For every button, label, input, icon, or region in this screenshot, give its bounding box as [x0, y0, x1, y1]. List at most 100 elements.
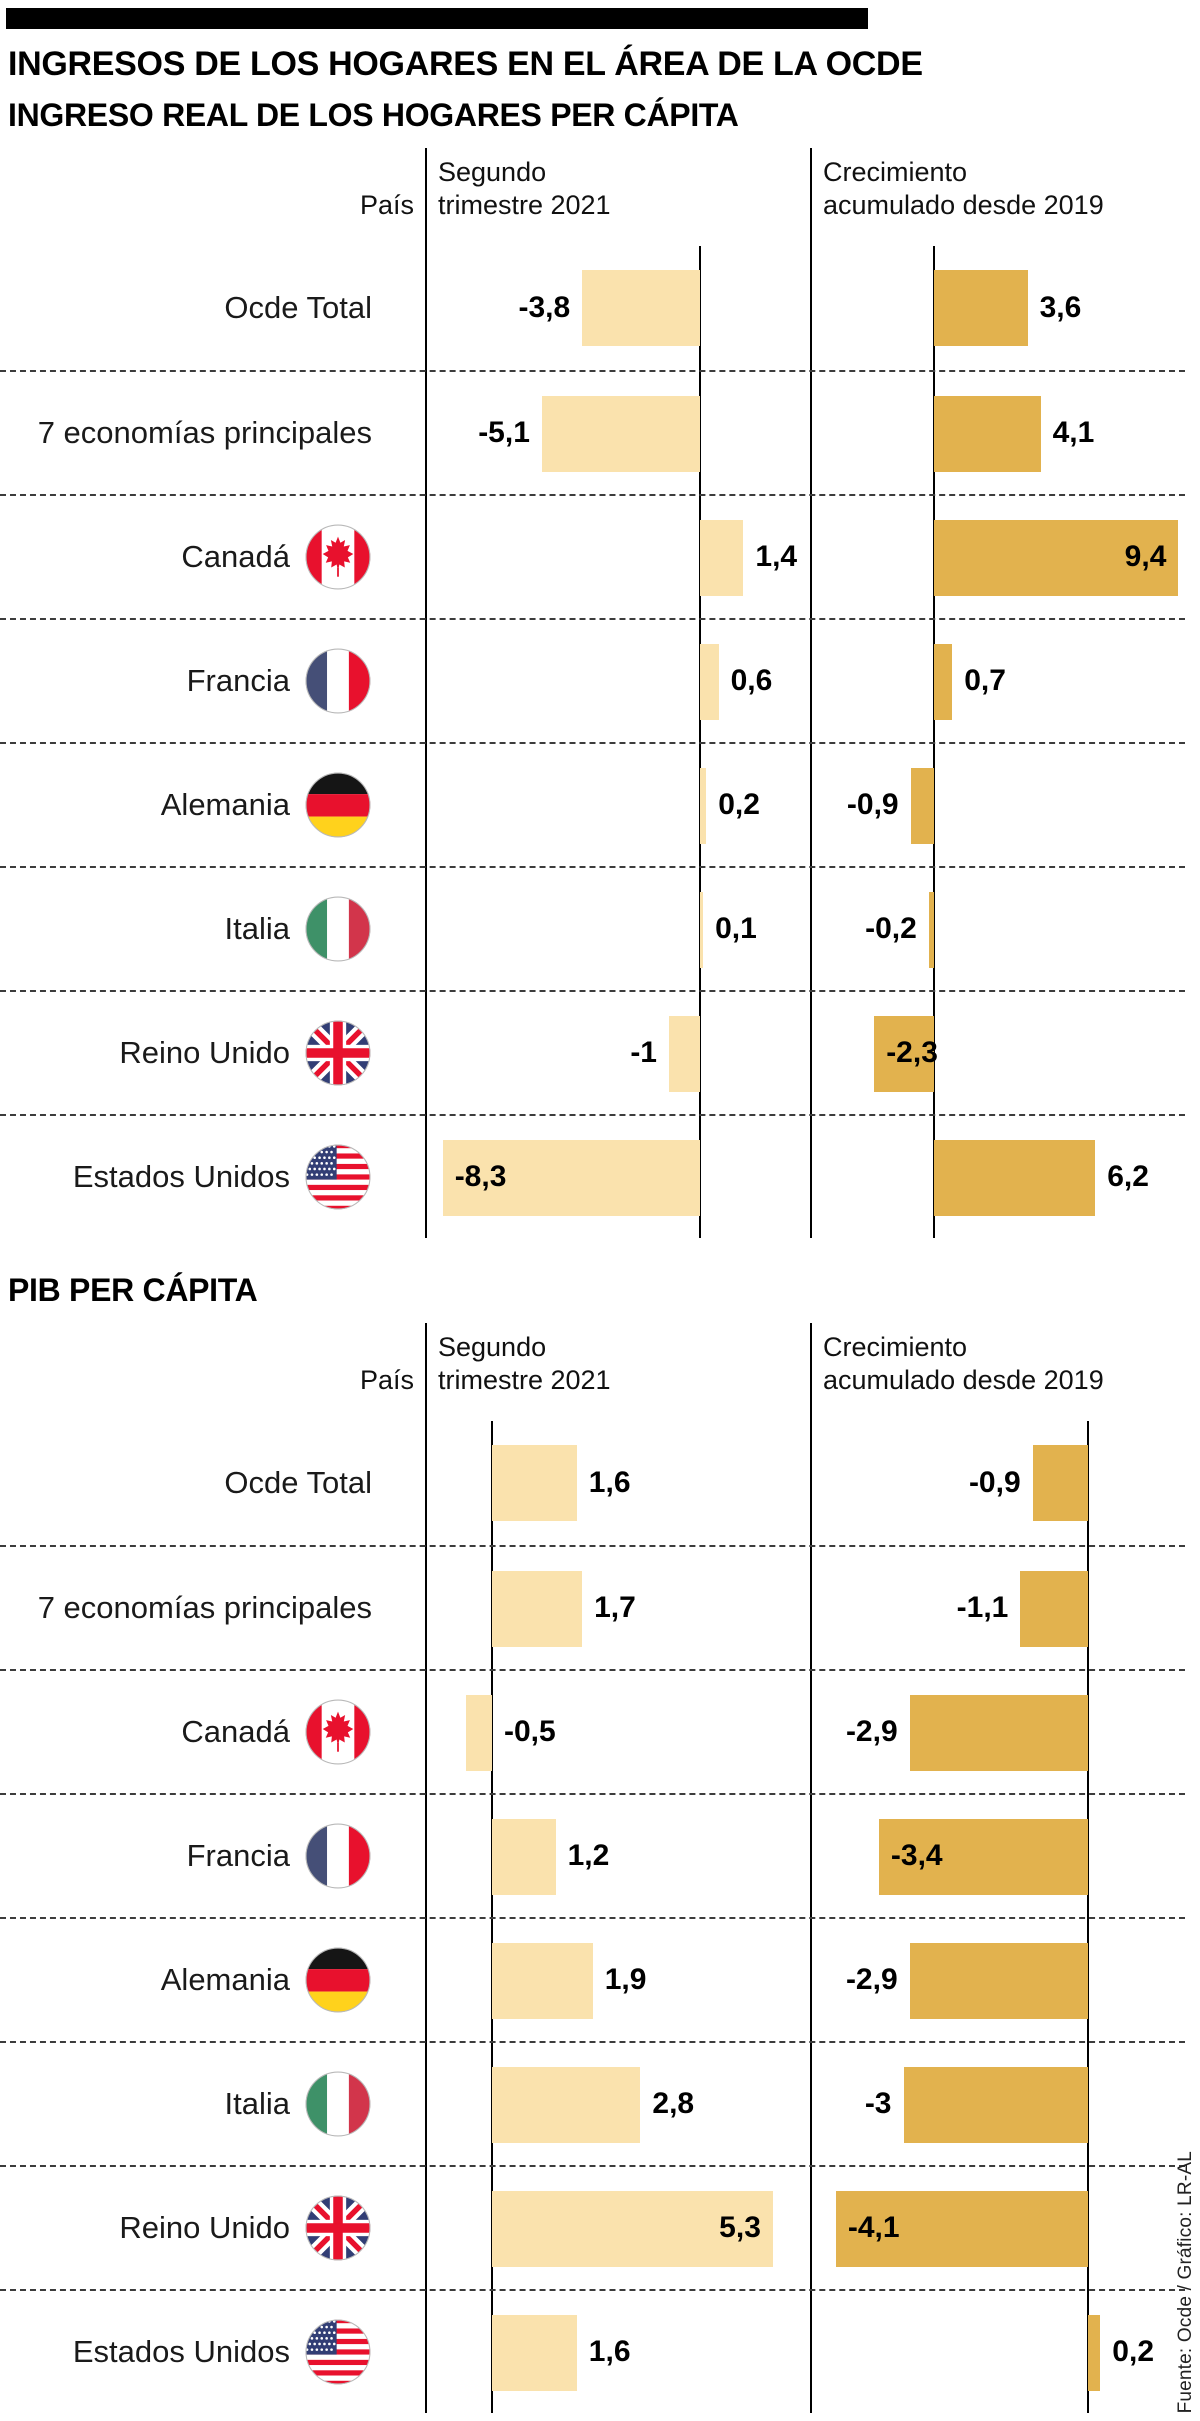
country-label: Ocde Total	[224, 1465, 372, 1501]
value-label: -3,4	[890, 1839, 943, 1873]
q2-2021-bar	[492, 1819, 556, 1896]
chart-title-household-income: INGRESO REAL DE LOS HOGARES PER CÁPITA	[8, 97, 739, 134]
growth-2019-bar	[1088, 2315, 1101, 2392]
france-flag-icon	[304, 1822, 372, 1890]
growth-2019-bar	[934, 644, 953, 721]
infographic: INGRESOS DE LOS HOGARES EN EL ÁREA DE LA…	[0, 8, 1200, 2414]
country-label: Italia	[224, 2086, 290, 2122]
chart-table-household-income: País Segundo trimestre 2021 Crecimiento ac…	[0, 148, 1200, 1239]
q2-2021-bar	[700, 892, 704, 969]
q2-2021-bar	[700, 768, 707, 845]
country-cell: Alemania	[0, 744, 372, 866]
country-cell: Francia	[0, 620, 372, 742]
growth-2019-bar	[874, 1016, 934, 1093]
country-cell: 7 economías principales	[0, 372, 372, 494]
value-label: -0,9	[846, 788, 899, 822]
table-row: Alemania 0,2 -0,9	[0, 742, 1185, 866]
country-cell: Alemania	[0, 1919, 372, 2041]
q2-2021-bar	[541, 396, 700, 473]
q2-2021-bar	[700, 520, 744, 597]
italy-flag-icon	[304, 895, 372, 963]
growth-2019-bar	[835, 2191, 1088, 2268]
value-label: -8,3	[454, 1160, 507, 1194]
table-row: Estados Unidos -8,3 6,2	[0, 1114, 1185, 1238]
country-cell: Reino Unido	[0, 992, 372, 1114]
q2-2021-bar	[442, 1140, 700, 1217]
country-label: Italia	[224, 911, 290, 947]
table-row: Ocde Total 1,6 -0,9	[0, 1421, 1185, 1545]
value-label: 4,1	[1052, 416, 1095, 450]
value-label: 0,7	[964, 664, 1006, 698]
growth-2019-bar	[909, 1943, 1088, 2020]
country-label: Reino Unido	[119, 2210, 290, 2246]
country-cell: Reino Unido	[0, 2167, 372, 2289]
top-accent-bar	[6, 8, 868, 29]
uk-flag-icon	[304, 2194, 372, 2262]
growth-2019-bar	[1020, 1571, 1088, 1648]
value-label: 9,4	[1124, 540, 1167, 574]
uk-flag-icon	[304, 1019, 372, 1087]
value-label: -3	[864, 2087, 892, 2121]
q2-2021-bar	[492, 2191, 773, 2268]
q2-2021-column-header: Segundo trimestre 2021	[438, 157, 611, 221]
growth-2019-bar	[903, 2067, 1088, 2144]
table-row: Italia 0,1 -0,2	[0, 866, 1185, 990]
canada-flag-icon	[304, 1698, 372, 1766]
rows-container: Ocde Total -3,8 3,6 7 economías principales…	[0, 246, 1185, 1238]
q2-2021-bar	[492, 1943, 593, 2020]
value-label: -2,9	[845, 1963, 898, 1997]
country-cell: Ocde Total	[0, 246, 372, 370]
growth-2019-bar	[934, 270, 1028, 347]
country-label: Alemania	[160, 1962, 290, 1998]
value-label: 1,6	[588, 1466, 631, 1500]
chart-title-gdp-per-capita: PIB PER CÁPITA	[8, 1272, 258, 1309]
growth-2019-column-header: Crecimiento acumulado desde 2019	[823, 157, 1104, 221]
chart-gdp-per-capita: PIB PER CÁPITA País Segundo trimestre 202…	[0, 1272, 1200, 2414]
value-label: 0,1	[715, 912, 757, 946]
q2-2021-bar	[492, 2067, 641, 2144]
france-flag-icon	[304, 647, 372, 715]
growth-2019-bar	[909, 1695, 1088, 1772]
q2-2021-bar	[492, 1445, 577, 1522]
table-header: País Segundo trimestre 2021 Crecimiento ac…	[0, 1323, 1200, 1421]
country-cell: Estados Unidos	[0, 1116, 372, 1238]
country-label: Estados Unidos	[72, 1159, 290, 1195]
table-header: País Segundo trimestre 2021 Crecimiento ac…	[0, 148, 1200, 246]
country-cell: Francia	[0, 1795, 372, 1917]
country-label: Francia	[186, 1838, 290, 1874]
q2-2021-bar	[582, 270, 700, 347]
q2-2021-bar	[700, 644, 719, 721]
q2-2021-column-header: Segundo trimestre 2021	[438, 1332, 611, 1396]
value-label: 1,6	[588, 2335, 631, 2369]
table-row: Ocde Total -3,8 3,6	[0, 246, 1185, 370]
country-label: Reino Unido	[119, 1035, 290, 1071]
value-label: -5,1	[478, 416, 530, 450]
country-cell: 7 economías principales	[0, 1547, 372, 1669]
table-row: Francia 0,6 0,7	[0, 618, 1185, 742]
value-label: -2,3	[886, 1036, 938, 1070]
country-label: 7 economías principales	[37, 1590, 372, 1626]
table-row: Canadá -0,5 -2,9	[0, 1669, 1185, 1793]
value-label: 3,6	[1039, 291, 1082, 325]
q2-2021-bar	[492, 2315, 577, 2392]
growth-2019-column-header: Crecimiento acumulado desde 2019	[823, 1332, 1104, 1396]
germany-flag-icon	[304, 1946, 372, 2014]
value-label: 0,6	[730, 664, 773, 698]
column-divider-line	[425, 1323, 427, 2414]
country-label: 7 economías principales	[37, 415, 372, 451]
value-label: -3,8	[518, 291, 571, 325]
column-divider-line	[425, 148, 427, 1239]
growth-2019-bar	[928, 892, 934, 969]
table-row: Reino Unido -1 -2,3	[0, 990, 1185, 1114]
q2-2021-bar	[492, 1571, 583, 1648]
value-label: -2,9	[845, 1715, 898, 1749]
germany-flag-icon	[304, 771, 372, 839]
italy-flag-icon	[304, 2070, 372, 2138]
value-label: -0,5	[504, 1715, 556, 1749]
value-label: -0,2	[865, 912, 917, 946]
value-label: -0,9	[968, 1466, 1021, 1500]
country-label: Canadá	[181, 539, 290, 575]
value-label: 1,4	[755, 540, 798, 574]
q2-2021-bar	[669, 1016, 700, 1093]
chart-household-income: INGRESO REAL DE LOS HOGARES PER CÁPITA P…	[0, 97, 1200, 1239]
